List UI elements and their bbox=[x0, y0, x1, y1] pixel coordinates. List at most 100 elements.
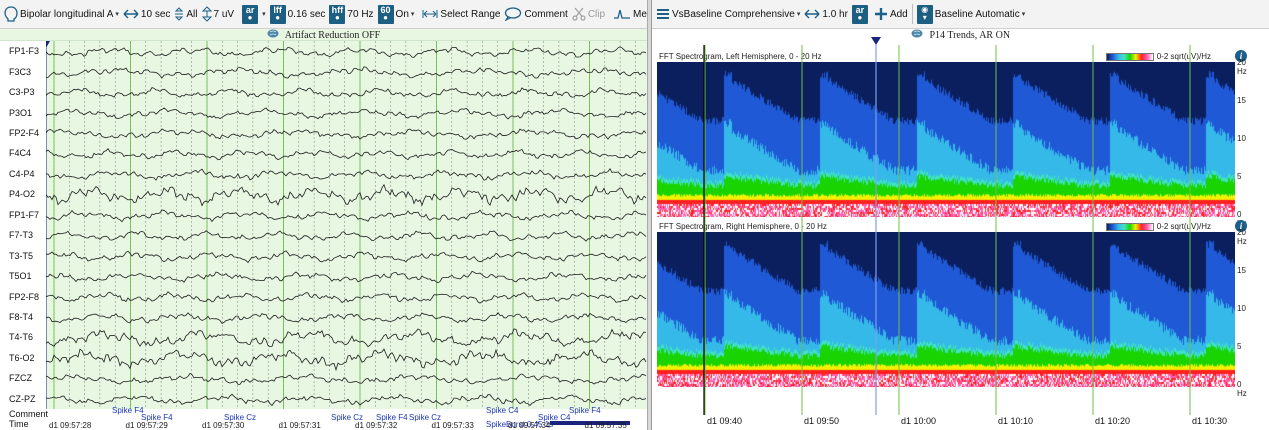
select-range-label: Select Range bbox=[440, 8, 501, 20]
channels-label: All bbox=[186, 8, 198, 20]
eeg-trace bbox=[46, 348, 647, 372]
hff-icon: hff ● bbox=[329, 4, 346, 24]
baseline-dropdown[interactable]: ◉ ▾ Baseline Automatic ▾ bbox=[915, 3, 1028, 25]
select-range-icon bbox=[422, 9, 438, 19]
time-label: d1 09:57:29 bbox=[126, 421, 169, 430]
eeg-trace bbox=[46, 128, 647, 140]
trend-time-label: d1 10:30 bbox=[1192, 416, 1228, 426]
select-range-button[interactable]: Select Range bbox=[420, 3, 502, 25]
annotation-label: Spike C4 bbox=[486, 406, 519, 415]
eeg-background bbox=[46, 41, 647, 409]
eeg-trace bbox=[46, 270, 647, 284]
eeg-toolbar: Bipolar longitudinal A ▾ 10 sec All 7 uV… bbox=[0, 0, 647, 29]
info-icon[interactable]: i bbox=[1235, 220, 1247, 232]
eeg-trace bbox=[46, 291, 647, 304]
annotation-label: Spike Cz bbox=[409, 413, 441, 422]
legend-label: 0-2 sqrt(uV)/Hz bbox=[1156, 222, 1211, 231]
channel-label[interactable]: P3O1 bbox=[9, 107, 33, 118]
vertical-arrows-icon bbox=[201, 6, 212, 22]
trend-timebase-label: 1.0 hr bbox=[822, 8, 848, 20]
channel-label[interactable]: F8-T4 bbox=[9, 312, 34, 323]
add-trend-button[interactable]: Add bbox=[872, 3, 910, 25]
comment-button[interactable]: Comment bbox=[502, 3, 569, 25]
pane-splitter[interactable] bbox=[647, 0, 651, 430]
notch-filter-control[interactable]: 60 ● On ▾ bbox=[376, 3, 417, 25]
trend-ar-toggle[interactable]: ar ● bbox=[850, 3, 872, 25]
notch-value: On bbox=[395, 8, 409, 20]
channel-labels: FP1-F3 F3C3 C3-P3 P3O1 FP2-F4 F4C4 C4-P4 P4-O2 F… bbox=[0, 41, 46, 409]
trend-time-label: d1 10:10 bbox=[998, 416, 1034, 426]
trend-timebase-control[interactable]: 1.0 hr bbox=[802, 3, 850, 25]
time-label: d1 09:57:35 bbox=[585, 421, 628, 430]
channels-control[interactable]: All bbox=[172, 3, 199, 25]
banner-text: Artifact Reduction OFF bbox=[284, 29, 381, 41]
annotation-label: Spike C4 bbox=[538, 413, 571, 422]
montage-dropdown[interactable]: Bipolar longitudinal A ▾ bbox=[2, 3, 121, 25]
chevron-down-icon: ▾ bbox=[262, 11, 266, 18]
color-legend: 0-2 sqrt(uV)/Hz bbox=[1105, 52, 1211, 61]
spectrogram-left[interactable]: FFT Spectrogram, Left Hemisphere, 0 - 20… bbox=[657, 50, 1247, 228]
clip-label: Clip bbox=[587, 8, 606, 20]
channel-label[interactable]: F3C3 bbox=[9, 66, 32, 77]
channel-label[interactable]: C3-P3 bbox=[9, 87, 35, 98]
annotation-label: Spike Cz bbox=[224, 413, 256, 422]
channel-label[interactable]: FZCZ bbox=[9, 373, 32, 384]
montage-label: Bipolar longitudinal A bbox=[20, 8, 114, 20]
eeg-trace bbox=[46, 328, 647, 348]
channel-label[interactable]: F7-T3 bbox=[9, 230, 34, 241]
comment-label: Comment bbox=[524, 8, 568, 20]
channel-label[interactable]: CZ-PZ bbox=[9, 393, 36, 404]
annotation-strip bbox=[46, 409, 647, 430]
eeg-trace bbox=[46, 183, 647, 207]
channel-label[interactable]: T6-O2 bbox=[9, 352, 35, 363]
channel-label[interactable]: FP1-F3 bbox=[9, 46, 40, 57]
channel-label[interactable]: F4C4 bbox=[9, 148, 32, 159]
channel-label[interactable]: P4-O2 bbox=[9, 189, 36, 200]
y-tick-label: 10 bbox=[1237, 304, 1246, 313]
channel-label[interactable]: T3-T5 bbox=[9, 250, 34, 261]
annotation-label: Spike F4 bbox=[569, 406, 601, 415]
trend-time-label: d1 09:50 bbox=[804, 416, 840, 426]
channel-label[interactable]: FP2-F8 bbox=[9, 291, 40, 302]
spike-burst-bar bbox=[550, 421, 630, 425]
info-icon[interactable]: i bbox=[1235, 50, 1247, 62]
eeg-trace bbox=[46, 86, 647, 98]
chevron-down-icon: ▾ bbox=[796, 11, 801, 18]
channel-label[interactable]: T5O1 bbox=[9, 271, 32, 282]
notch-icon: 60 ● bbox=[377, 4, 394, 24]
y-tick-label: 10 bbox=[1237, 134, 1246, 143]
trend-gridlines bbox=[703, 45, 1191, 415]
eeg-waveform-area[interactable]: FP1-F3 F3C3 C3-P3 P3O1 FP2-F4 F4C4 C4-P4 P4-O2 F… bbox=[0, 41, 647, 430]
lff-value: 0.16 sec bbox=[287, 8, 326, 20]
eeg-pane: Bipolar longitudinal A ▾ 10 sec All 7 uV… bbox=[0, 0, 647, 430]
clip-button[interactable]: Clip bbox=[570, 3, 607, 25]
trend-cursor-marker[interactable] bbox=[871, 37, 881, 45]
annotation-label: Spike F4 bbox=[112, 406, 144, 415]
eeg-trace bbox=[46, 46, 647, 58]
channel-label[interactable]: T4-T6 bbox=[9, 332, 34, 343]
eeg-trace bbox=[46, 107, 647, 120]
sensitivity-control[interactable]: 7 uV bbox=[200, 3, 237, 25]
y-tick-label: 20 Hz bbox=[1237, 228, 1247, 246]
legend-label: 0-2 sqrt(uV)/Hz bbox=[1156, 52, 1211, 61]
annotation-label: Spike Cz bbox=[331, 413, 363, 422]
low-filter-control[interactable]: lff ● 0.16 sec bbox=[268, 3, 328, 25]
eeg-cursor-marker bbox=[46, 41, 50, 48]
eeg-trace bbox=[46, 393, 647, 407]
channel-label[interactable]: FP2-F4 bbox=[9, 128, 40, 139]
timebase-label: 10 sec bbox=[140, 8, 171, 20]
timebase-control[interactable]: 10 sec bbox=[121, 3, 172, 25]
toolbar-separator bbox=[911, 4, 913, 24]
artifact-reduction-toggle[interactable]: ar ● ▾ bbox=[240, 3, 268, 25]
channel-label[interactable]: C4-P4 bbox=[9, 168, 35, 179]
view-dropdown[interactable]: VsBaseline Comprehensive ▾ bbox=[654, 3, 802, 25]
artifact-reduction-banner: Artifact Reduction OFF bbox=[0, 29, 647, 41]
speed-dropdown[interactable]: Medium ▾ bbox=[611, 3, 647, 25]
spectrogram-right[interactable]: FFT Spectrogram, Right Hemisphere, 0 - 2… bbox=[657, 220, 1247, 398]
high-filter-control[interactable]: hff ● 70 Hz bbox=[327, 3, 375, 25]
brain-icon bbox=[267, 29, 279, 42]
chevron-down-icon: ▾ bbox=[115, 11, 119, 18]
trends-banner: P14 Trends, AR ON bbox=[652, 29, 1269, 41]
channel-label[interactable]: FP1-F7 bbox=[9, 209, 40, 220]
